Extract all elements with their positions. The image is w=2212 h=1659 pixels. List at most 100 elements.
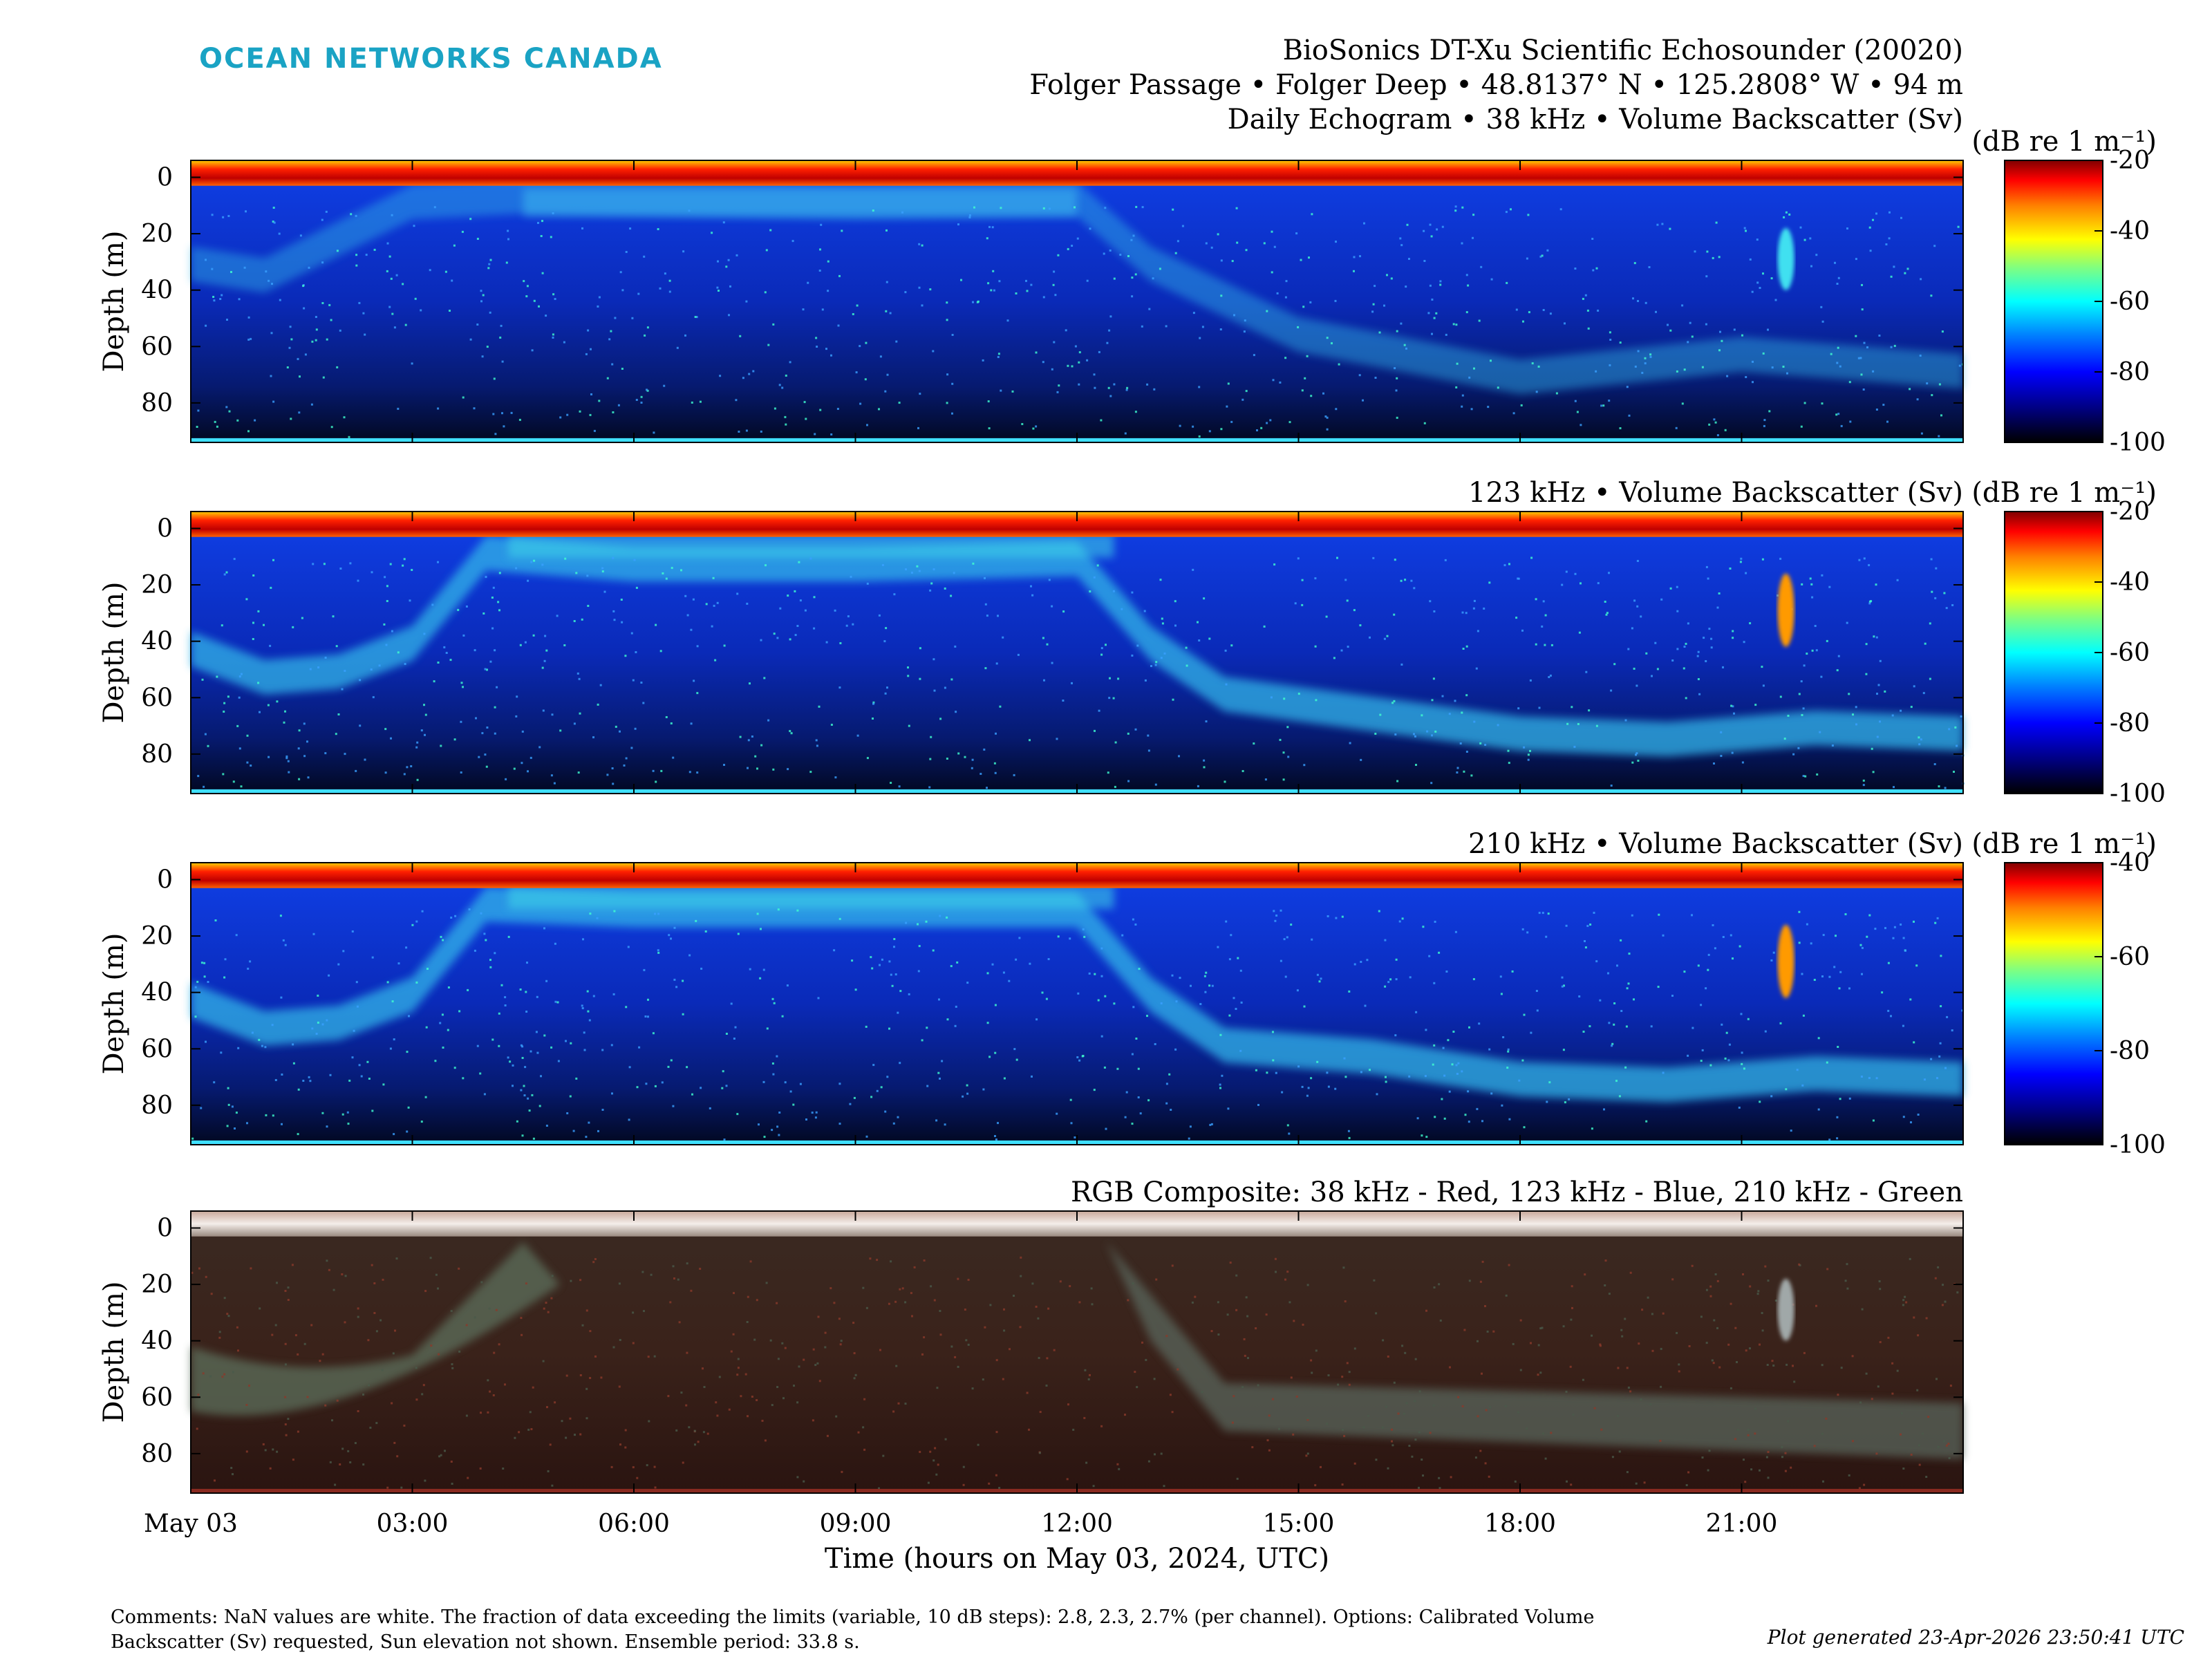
speckle <box>1660 598 1663 601</box>
speckle <box>393 1038 395 1041</box>
speckle <box>540 235 543 237</box>
speckle <box>1770 277 1773 280</box>
speckle <box>1541 625 1544 628</box>
speckle <box>830 354 832 357</box>
speckle <box>1461 405 1463 408</box>
speckle <box>1796 1069 1799 1071</box>
speckle <box>736 1374 739 1376</box>
speckle <box>1131 654 1134 657</box>
speckle <box>566 413 569 416</box>
speckle <box>632 1311 635 1314</box>
speckle <box>1919 355 1922 357</box>
speckle <box>886 1076 889 1078</box>
speckle <box>897 1011 899 1014</box>
speckle <box>1689 321 1691 324</box>
speckle <box>1053 270 1056 273</box>
speckle <box>1484 744 1487 746</box>
speckle <box>685 1404 688 1407</box>
speckle <box>852 313 854 315</box>
y-tick-label: 40 <box>141 979 173 1007</box>
speckle <box>370 668 373 671</box>
speckle <box>1395 389 1398 392</box>
speckle <box>449 310 451 312</box>
speckle <box>802 308 805 311</box>
speckle <box>1905 1301 1908 1304</box>
speckle <box>699 400 702 403</box>
speckle <box>1144 679 1147 682</box>
speckle <box>1708 423 1711 426</box>
speckle <box>1231 260 1234 263</box>
speckle <box>1071 365 1074 368</box>
speckle <box>1920 738 1922 741</box>
speckle <box>1465 645 1468 648</box>
speckle <box>1865 673 1868 675</box>
speckle <box>520 1044 523 1047</box>
speckle <box>1730 934 1732 937</box>
speckle <box>929 1450 932 1453</box>
speckle <box>1879 1341 1882 1344</box>
speckle <box>1876 735 1879 738</box>
speckle <box>302 1080 305 1082</box>
speckle <box>1159 579 1162 581</box>
speckle <box>1028 1428 1030 1431</box>
speckle <box>1855 706 1857 709</box>
speckle <box>1837 346 1839 349</box>
speckle <box>1838 987 1841 990</box>
speckle <box>1537 1344 1540 1347</box>
speckle <box>197 409 200 412</box>
speckle <box>695 919 697 922</box>
speckle <box>1626 987 1629 990</box>
speckle <box>1438 1477 1441 1479</box>
speckle <box>946 319 948 321</box>
speckle <box>1433 610 1436 612</box>
speckle <box>1501 1104 1503 1107</box>
speckle <box>1134 924 1137 926</box>
speckle <box>1169 1394 1172 1396</box>
speckle <box>839 1343 842 1346</box>
speckle <box>1053 341 1056 344</box>
speckle <box>328 303 331 306</box>
speckle <box>1707 1469 1709 1472</box>
speckle <box>885 310 888 312</box>
speckle <box>621 621 624 624</box>
speckle <box>1515 308 1518 311</box>
speckle <box>1282 778 1285 781</box>
speckle <box>1888 211 1891 214</box>
speckle <box>1225 683 1228 686</box>
header-line-3: Daily Echogram • 38 kHz • Volume Backsca… <box>1228 104 1963 135</box>
speckle <box>668 934 671 937</box>
speckle <box>995 1431 998 1434</box>
speckle <box>1593 912 1595 914</box>
speckle <box>201 678 204 681</box>
speckle <box>932 350 935 353</box>
speckle <box>971 1387 974 1390</box>
speckle <box>1400 244 1403 247</box>
speckle <box>334 1483 337 1486</box>
speckle <box>812 1348 815 1351</box>
speckle <box>1800 425 1803 428</box>
speckle <box>1086 279 1089 282</box>
speckle <box>682 1461 684 1464</box>
speckle <box>1821 975 1824 977</box>
speckle <box>1649 353 1652 356</box>
speckle <box>1069 937 1071 940</box>
speckle <box>416 741 419 744</box>
speckle <box>1820 675 1823 678</box>
speckle <box>1208 430 1211 433</box>
speckle <box>1078 361 1080 364</box>
speckle <box>299 234 302 237</box>
speckle <box>684 334 686 337</box>
echogram-background <box>191 1211 1963 1493</box>
speckle <box>1936 917 1939 919</box>
speckle <box>460 720 462 723</box>
speckle <box>964 756 966 758</box>
speckle <box>853 1096 856 1099</box>
speckle <box>1228 958 1231 961</box>
speckle <box>191 1137 194 1140</box>
speckle <box>1051 605 1053 608</box>
speckle <box>818 705 821 708</box>
speckle <box>984 667 987 670</box>
speckle <box>271 1024 274 1027</box>
speckle <box>1836 362 1839 364</box>
speckle <box>1069 1098 1072 1101</box>
